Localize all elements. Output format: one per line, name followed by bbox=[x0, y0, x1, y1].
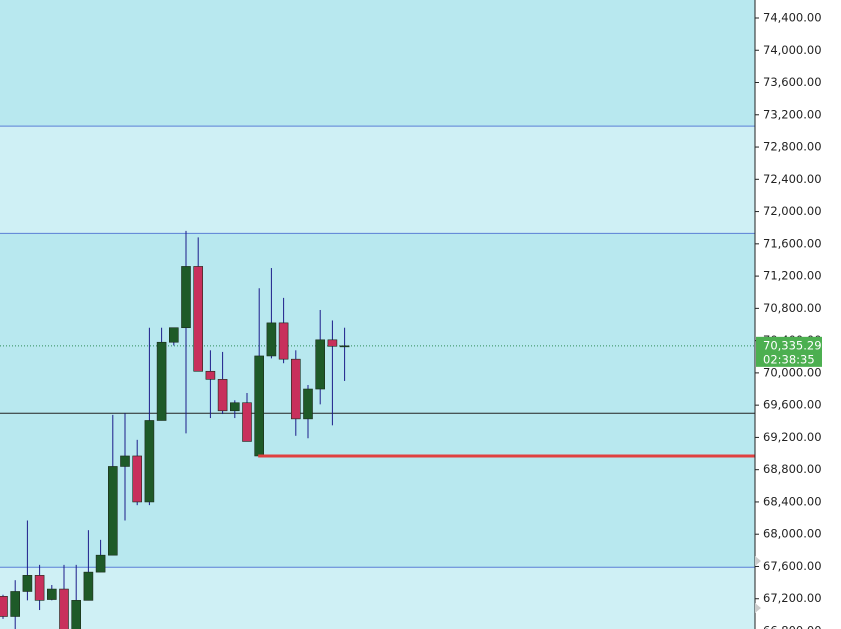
y-tick-label: 71,600.00 bbox=[763, 236, 822, 250]
candle-body bbox=[278, 322, 289, 360]
marker-icon bbox=[755, 556, 761, 566]
y-tick-label: 70,000.00 bbox=[763, 365, 822, 379]
zone-fill bbox=[0, 0, 755, 629]
candle-body bbox=[181, 266, 191, 329]
candle-body bbox=[108, 466, 118, 556]
candle-body bbox=[266, 322, 277, 357]
y-tick-label: 73,200.00 bbox=[763, 107, 822, 121]
candle-body bbox=[303, 388, 313, 420]
candle-body bbox=[95, 554, 106, 573]
candle-body bbox=[156, 341, 167, 421]
y-tick-label: 69,600.00 bbox=[763, 398, 822, 412]
candle-body bbox=[339, 345, 350, 348]
price-axis bbox=[755, 0, 841, 629]
candle-body bbox=[83, 571, 94, 601]
candle-body bbox=[242, 402, 252, 442]
candle-body bbox=[59, 588, 69, 629]
candle-body bbox=[230, 402, 240, 412]
y-tick-label: 74,000.00 bbox=[763, 43, 822, 57]
price-label: 70,335.29 bbox=[763, 338, 822, 352]
y-tick-label: 68,800.00 bbox=[763, 462, 822, 476]
candle-body bbox=[205, 370, 216, 380]
candle-body bbox=[327, 339, 338, 347]
candle-body bbox=[120, 455, 130, 467]
y-tick-label: 67,600.00 bbox=[763, 559, 822, 573]
y-tick-label: 72,000.00 bbox=[763, 204, 822, 218]
candle-body bbox=[144, 420, 155, 503]
candle-body bbox=[290, 358, 301, 420]
candle-body bbox=[0, 596, 8, 617]
y-tick-label: 71,200.00 bbox=[763, 269, 822, 283]
y-tick-label: 68,400.00 bbox=[763, 494, 822, 508]
light-zone bbox=[0, 567, 755, 629]
candle-body bbox=[46, 588, 57, 600]
y-tick-label: 68,000.00 bbox=[763, 527, 822, 541]
y-tick-label: 74,400.00 bbox=[763, 10, 822, 24]
plot-area bbox=[0, 0, 755, 629]
light-zone bbox=[0, 126, 755, 234]
timer-label: 02:38:35 bbox=[763, 352, 815, 366]
candle-body bbox=[315, 339, 326, 390]
candle-body bbox=[34, 575, 45, 601]
candle-body bbox=[22, 575, 33, 592]
marker-icon bbox=[755, 603, 761, 613]
price-box bbox=[756, 336, 822, 367]
y-tick-label: 66,800.00 bbox=[763, 624, 822, 629]
y-tick-label: 67,200.00 bbox=[763, 591, 822, 605]
candle-body bbox=[169, 327, 179, 343]
candle-body bbox=[217, 379, 228, 412]
candle-body bbox=[71, 600, 81, 629]
candle-body bbox=[132, 455, 142, 503]
candle-body bbox=[193, 266, 203, 372]
y-tick-label: 70,800.00 bbox=[763, 301, 822, 315]
y-tick-label: 72,800.00 bbox=[763, 140, 822, 154]
candle-body bbox=[254, 355, 264, 457]
candle-body bbox=[10, 591, 20, 617]
y-tick-label: 69,200.00 bbox=[763, 430, 822, 444]
y-tick-label: 72,400.00 bbox=[763, 172, 822, 186]
y-tick-label: 73,600.00 bbox=[763, 75, 822, 89]
